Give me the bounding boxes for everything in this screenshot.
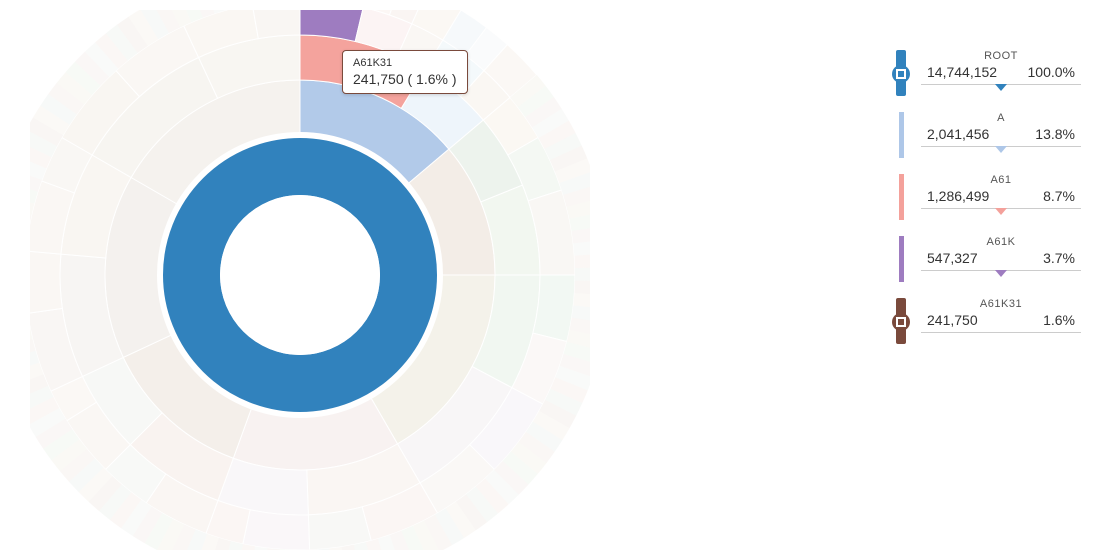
breadcrumb-values: 547,327 3.7%: [921, 250, 1081, 271]
breadcrumb-text: A 2,041,456 13.8%: [921, 112, 1081, 147]
chevron-down-icon: [995, 84, 1007, 91]
chevron-down-icon: [995, 208, 1007, 215]
breadcrumb-bar: [899, 236, 904, 282]
breadcrumb-trail: ROOT 14,744,152 100.0% A 2,041,456 13.8% A61 1,…: [885, 50, 1085, 360]
breadcrumb-node-icon: [892, 65, 910, 83]
chevron-down-icon: [995, 146, 1007, 153]
breadcrumb-percent: 8.7%: [1043, 188, 1075, 204]
breadcrumb-text: A61 1,286,499 8.7%: [921, 174, 1081, 209]
breadcrumb-count: 241,750: [927, 312, 978, 328]
breadcrumb-label: A61K: [921, 236, 1081, 248]
breadcrumb-item[interactable]: A61 1,286,499 8.7%: [885, 174, 1085, 230]
breadcrumb-item[interactable]: ROOT 14,744,152 100.0%: [885, 50, 1085, 106]
breadcrumb-text: ROOT 14,744,152 100.0%: [921, 50, 1081, 85]
breadcrumb-label: ROOT: [921, 50, 1081, 62]
breadcrumb-item[interactable]: A61K 547,327 3.7%: [885, 236, 1085, 292]
breadcrumb-values: 241,750 1.6%: [921, 312, 1081, 333]
breadcrumb-node-icon: [892, 313, 910, 331]
breadcrumb-text: A61K31 241,750 1.6%: [921, 298, 1081, 333]
breadcrumb-item[interactable]: A 2,041,456 13.8%: [885, 112, 1085, 168]
breadcrumb-label: A: [921, 112, 1081, 124]
breadcrumb-percent: 3.7%: [1043, 250, 1075, 266]
breadcrumb-values: 2,041,456 13.8%: [921, 126, 1081, 147]
sunburst-segment[interactable]: [30, 251, 62, 313]
tooltip-value: 241,750 ( 1.6% ): [353, 71, 457, 87]
chevron-down-icon: [995, 270, 1007, 277]
breadcrumb-label: A61: [921, 174, 1081, 186]
breadcrumb-bar: [899, 174, 904, 220]
breadcrumb-values: 1,286,499 8.7%: [921, 188, 1081, 209]
breadcrumb-text: A61K 547,327 3.7%: [921, 236, 1081, 271]
sunburst-chart[interactable]: [30, 10, 590, 550]
tooltip-label: A61K31: [353, 57, 457, 69]
segment-tooltip: A61K31 241,750 ( 1.6% ): [342, 50, 468, 94]
breadcrumb-count: 14,744,152: [927, 64, 997, 80]
sunburst-segment[interactable]: [574, 281, 590, 296]
sunburst-segment[interactable]: [243, 510, 310, 550]
sunburst-segment[interactable]: [575, 267, 590, 281]
breadcrumb-label: A61K31: [921, 298, 1081, 310]
sunburst-segment[interactable]: [252, 10, 300, 39]
breadcrumb-count: 2,041,456: [927, 126, 989, 142]
breadcrumb-count: 547,327: [927, 250, 978, 266]
breadcrumb-percent: 13.8%: [1035, 126, 1075, 142]
breadcrumb-values: 14,744,152 100.0%: [921, 64, 1081, 85]
breadcrumb-percent: 1.6%: [1043, 312, 1075, 328]
breadcrumb-bar: [899, 112, 904, 158]
breadcrumb-percent: 100.0%: [1028, 64, 1075, 80]
breadcrumb-item[interactable]: A61K31 241,750 1.6%: [885, 298, 1085, 354]
breadcrumb-count: 1,286,499: [927, 188, 989, 204]
